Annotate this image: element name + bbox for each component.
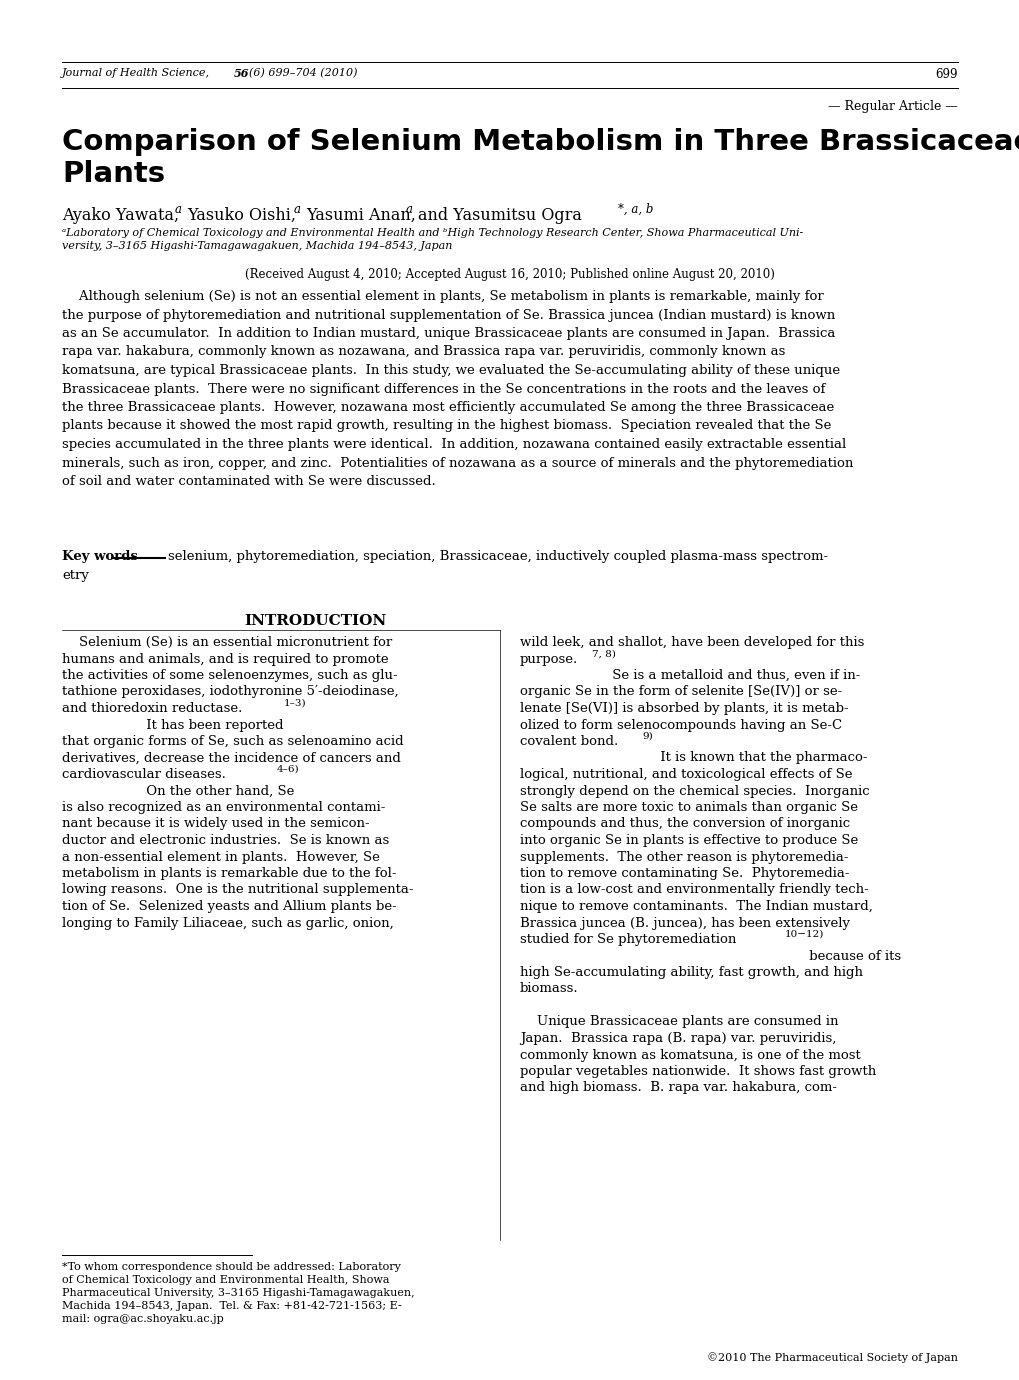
Text: On the other hand, Se: On the other hand, Se <box>142 784 294 798</box>
Text: supplements.  The other reason is phytoremedia-: supplements. The other reason is phytore… <box>520 850 848 864</box>
Text: popular vegetables nationwide.  It shows fast growth: popular vegetables nationwide. It shows … <box>520 1065 875 1078</box>
Text: Brassica juncea (B. juncea), has been extensively: Brassica juncea (B. juncea), has been ex… <box>520 916 849 930</box>
Text: species accumulated in the three plants were identical.  In addition, nozawana c: species accumulated in the three plants … <box>62 437 846 451</box>
Text: olized to form selenocompounds having an Se-C: olized to form selenocompounds having an… <box>520 719 842 731</box>
Text: high Se-accumulating ability, fast growth, and high: high Se-accumulating ability, fast growt… <box>520 966 862 978</box>
Text: and Yasumitsu Ogra: and Yasumitsu Ogra <box>418 207 581 224</box>
Text: Yasumi Anan,: Yasumi Anan, <box>306 207 416 224</box>
Text: that organic forms of Se, such as selenoamino acid: that organic forms of Se, such as seleno… <box>62 736 404 748</box>
Text: minerals, such as iron, copper, and zinc.  Potentialities of nozawana as a sourc: minerals, such as iron, copper, and zinc… <box>62 457 853 469</box>
Text: INTRODUCTION: INTRODUCTION <box>244 614 386 628</box>
Text: nant because it is widely used in the semicon-: nant because it is widely used in the se… <box>62 817 369 831</box>
Text: Comparison of Selenium Metabolism in Three Brassicaceae: Comparison of Selenium Metabolism in Thr… <box>62 128 1019 156</box>
Text: Unique Brassicaceae plants are consumed in: Unique Brassicaceae plants are consumed … <box>520 1016 838 1028</box>
Text: It has been reported: It has been reported <box>142 719 283 731</box>
Text: tion is a low-cost and environmentally friendly tech-: tion is a low-cost and environmentally f… <box>520 883 868 897</box>
Text: Selenium (Se) is an essential micronutrient for: Selenium (Se) is an essential micronutri… <box>62 636 392 649</box>
Text: komatsuna, are typical Brassicaceae plants.  In this study, we evaluated the Se-: komatsuna, are typical Brassicaceae plan… <box>62 364 840 377</box>
Text: 56: 56 <box>233 68 250 79</box>
Text: derivatives, decrease the incidence of cancers and: derivatives, decrease the incidence of c… <box>62 752 400 765</box>
Text: nique to remove contaminants.  The Indian mustard,: nique to remove contaminants. The Indian… <box>520 900 872 914</box>
Text: of soil and water contaminated with Se were discussed.: of soil and water contaminated with Se w… <box>62 475 435 489</box>
Text: commonly known as komatsuna, is one of the most: commonly known as komatsuna, is one of t… <box>520 1049 860 1061</box>
Text: the activities of some selenoenzymes, such as glu-: the activities of some selenoenzymes, su… <box>62 669 397 682</box>
Text: longing to Family Liliaceae, such as garlic, onion,: longing to Family Liliaceae, such as gar… <box>62 916 393 930</box>
Text: into organic Se in plants is effective to produce Se: into organic Se in plants is effective t… <box>520 834 857 847</box>
Text: a: a <box>293 203 301 217</box>
Text: of Chemical Toxicology and Environmental Health, Showa: of Chemical Toxicology and Environmental… <box>62 1275 389 1285</box>
Text: Se is a metalloid and thus, even if in-: Se is a metalloid and thus, even if in- <box>607 669 860 682</box>
Text: tion to remove contaminating Se.  Phytoremedia-: tion to remove contaminating Se. Phytore… <box>520 867 849 880</box>
Text: 9): 9) <box>641 731 652 741</box>
Text: purpose.: purpose. <box>520 653 578 665</box>
Text: studied for Se phytoremediation: studied for Se phytoremediation <box>520 933 736 947</box>
Text: the three Brassicaceae plants.  However, nozawana most efficiently accumulated S: the three Brassicaceae plants. However, … <box>62 402 834 414</box>
Text: Journal of Health Science,: Journal of Health Science, <box>62 68 213 79</box>
Text: It is known that the pharmaco-: It is known that the pharmaco- <box>655 752 866 765</box>
Text: compounds and thus, the conversion of inorganic: compounds and thus, the conversion of in… <box>520 817 849 831</box>
Text: selenium, phytoremediation, speciation, Brassicaceae, inductively coupled plasma: selenium, phytoremediation, speciation, … <box>168 551 827 563</box>
Text: *To whom correspondence should be addressed: Laboratory: *To whom correspondence should be addres… <box>62 1261 400 1272</box>
Text: lowing reasons.  One is the nutritional supplementa-: lowing reasons. One is the nutritional s… <box>62 883 413 897</box>
Text: cardiovascular diseases.: cardiovascular diseases. <box>62 769 225 781</box>
Text: a non-essential element in plants.  However, Se: a non-essential element in plants. Howev… <box>62 850 379 864</box>
Text: Pharmaceutical University, 3–3165 Higashi-Tamagawagakuen,: Pharmaceutical University, 3–3165 Higash… <box>62 1288 414 1299</box>
Text: Yasuko Oishi,: Yasuko Oishi, <box>186 207 296 224</box>
Text: etry: etry <box>62 569 89 581</box>
Text: humans and animals, and is required to promote: humans and animals, and is required to p… <box>62 653 388 665</box>
Text: 4–6): 4–6) <box>277 765 300 774</box>
Text: mail: ogra@ac.shoyaku.ac.jp: mail: ogra@ac.shoyaku.ac.jp <box>62 1314 223 1323</box>
Text: a: a <box>175 203 181 217</box>
Text: Key words: Key words <box>62 551 138 563</box>
Text: Although selenium (Se) is not an essential element in plants, Se metabolism in p: Although selenium (Se) is not an essenti… <box>62 290 823 304</box>
Text: *, a, b: *, a, b <box>618 203 653 217</box>
Text: ᵃLaboratory of Chemical Toxicology and Environmental Health and ᵇHigh Technology: ᵃLaboratory of Chemical Toxicology and E… <box>62 228 803 237</box>
Text: ©2010 The Pharmaceutical Society of Japan: ©2010 The Pharmaceutical Society of Japa… <box>706 1352 957 1363</box>
Text: metabolism in plants is remarkable due to the fol-: metabolism in plants is remarkable due t… <box>62 867 396 880</box>
Text: — Regular Article —: — Regular Article — <box>827 99 957 113</box>
Text: logical, nutritional, and toxicological effects of Se: logical, nutritional, and toxicological … <box>520 769 852 781</box>
Text: Se salts are more toxic to animals than organic Se: Se salts are more toxic to animals than … <box>520 800 857 814</box>
Text: 7, 8): 7, 8) <box>591 650 615 658</box>
Text: organic Se in the form of selenite [Se(IV)] or se-: organic Se in the form of selenite [Se(I… <box>520 686 842 698</box>
Text: 10−12): 10−12) <box>785 930 823 938</box>
Text: 699: 699 <box>934 68 957 81</box>
Text: versity, 3–3165 Higashi-Tamagawagakuen, Machida 194–8543, Japan: versity, 3–3165 Higashi-Tamagawagakuen, … <box>62 241 452 251</box>
Text: covalent bond.: covalent bond. <box>520 736 618 748</box>
Text: and high biomass.  B. rapa var. hakabura, com-: and high biomass. B. rapa var. hakabura,… <box>520 1082 837 1094</box>
Text: strongly depend on the chemical species.  Inorganic: strongly depend on the chemical species.… <box>520 784 869 798</box>
Text: 1–3): 1–3) <box>283 700 307 708</box>
Text: (6) 699–704 (2010): (6) 699–704 (2010) <box>249 68 357 79</box>
Text: biomass.: biomass. <box>520 983 578 995</box>
Text: plants because it showed the most rapid growth, resulting in the highest biomass: plants because it showed the most rapid … <box>62 420 830 432</box>
Text: tathione peroxidases, iodothyronine 5′-deiodinase,: tathione peroxidases, iodothyronine 5′-d… <box>62 686 398 698</box>
Text: a: a <box>406 203 413 217</box>
Text: the purpose of phytoremediation and nutritional supplementation of Se. Brassica : the purpose of phytoremediation and nutr… <box>62 309 835 322</box>
Text: Plants: Plants <box>62 160 165 188</box>
Text: Japan.  Brassica rapa (B. rapa) var. peruviridis,: Japan. Brassica rapa (B. rapa) var. peru… <box>520 1032 836 1045</box>
Text: Ayako Yawata,: Ayako Yawata, <box>62 207 179 224</box>
Text: Machida 194–8543, Japan.  Tel. & Fax: +81-42-721-1563; E-: Machida 194–8543, Japan. Tel. & Fax: +81… <box>62 1301 401 1311</box>
Text: tion of Se.  Selenized yeasts and Allium plants be-: tion of Se. Selenized yeasts and Allium … <box>62 900 396 914</box>
Text: because of its: because of its <box>804 949 900 962</box>
Text: ductor and electronic industries.  Se is known as: ductor and electronic industries. Se is … <box>62 834 389 847</box>
Text: lenate [Se(VI)] is absorbed by plants, it is metab-: lenate [Se(VI)] is absorbed by plants, i… <box>520 702 848 715</box>
Text: is also recognized as an environmental contami-: is also recognized as an environmental c… <box>62 800 385 814</box>
Text: wild leek, and shallot, have been developed for this: wild leek, and shallot, have been develo… <box>520 636 863 649</box>
Text: and thioredoxin reductase.: and thioredoxin reductase. <box>62 702 243 715</box>
Text: (Received August 4, 2010; Accepted August 16, 2010; Published online August 20, : (Received August 4, 2010; Accepted Augus… <box>245 268 774 282</box>
Text: as an Se accumulator.  In addition to Indian mustard, unique Brassicaceae plants: as an Se accumulator. In addition to Ind… <box>62 327 835 339</box>
Text: Brassicaceae plants.  There were no significant differences in the Se concentrat: Brassicaceae plants. There were no signi… <box>62 382 824 396</box>
Text: rapa var. hakabura, commonly known as nozawana, and Brassica rapa var. peruvirid: rapa var. hakabura, commonly known as no… <box>62 345 785 359</box>
